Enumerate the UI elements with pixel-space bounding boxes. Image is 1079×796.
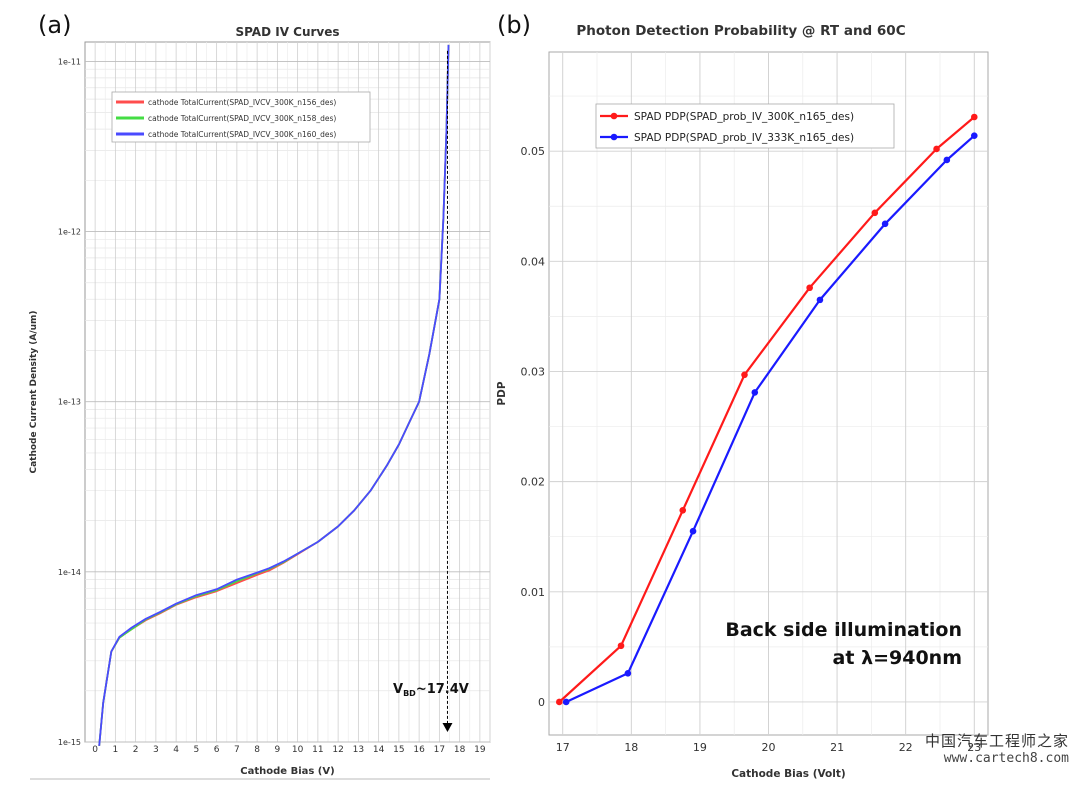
x-tick-label-a: 15 — [393, 745, 404, 755]
legend-marker-b — [610, 133, 618, 141]
illumination-note-line1: Back side illumination — [725, 619, 962, 641]
legend-label-b: SPAD PDP(SPAD_prob_IV_300K_n165_des) — [634, 111, 854, 123]
chart-spad-iv-curves: 0 1 2 3 4 5 6 7 8 9 10 11 12 13 14 15 16 17 18 191e-151e-14… — [29, 25, 491, 780]
x-tick-label-b: 23 — [967, 741, 981, 754]
x-tick-label-a: 0 — [92, 745, 98, 755]
x-tick-label-a: 18 — [454, 745, 466, 755]
x-axis-label-a: Cathode Bias (V) — [240, 766, 334, 777]
y-tick-label-b: 0.05 — [521, 145, 546, 158]
x-tick-label-b: 19 — [693, 741, 707, 754]
x-tick-label-a: 1 — [113, 745, 119, 755]
vbd-arrow-head — [442, 723, 453, 732]
data-point-b-0 — [871, 209, 879, 217]
x-tick-label-a: 10 — [292, 745, 304, 755]
y-tick-label-b: 0.01 — [521, 586, 546, 599]
x-tick-label-a: 19 — [474, 745, 486, 755]
y-axis-label-b: PDP — [496, 381, 508, 405]
x-axis-label-b: Cathode Bias (Volt) — [731, 768, 845, 780]
x-tick-label-a: 9 — [275, 745, 281, 755]
y-tick-label-a: 1e-12 — [58, 228, 81, 237]
legend-label-a: cathode TotalCurrent(SPAD_IVCV_300K_n160… — [148, 130, 336, 139]
y-tick-label-b: 0 — [538, 696, 545, 709]
y-tick-label-b: 0.03 — [521, 365, 546, 378]
x-tick-label-b: 21 — [830, 741, 844, 754]
data-point-b-1 — [689, 527, 697, 535]
data-point-b-1 — [881, 220, 889, 228]
x-tick-label-a: 3 — [153, 745, 159, 755]
x-tick-label-a: 6 — [214, 745, 220, 755]
x-tick-label-a: 12 — [332, 745, 343, 755]
legend-label-a: cathode TotalCurrent(SPAD_IVCV_300K_n158… — [148, 114, 336, 123]
data-point-b-1 — [943, 156, 951, 164]
data-point-b-0 — [806, 284, 813, 292]
legend-label-b: SPAD PDP(SPAD_prob_IV_333K_n165_des) — [634, 132, 854, 144]
series-line-b-0 — [558, 116, 976, 703]
vbd-subscript: BD — [403, 689, 416, 698]
watermark: 中国汽车工程师之家 www.cartech8.com — [925, 730, 1069, 766]
x-tick-label-a: 7 — [234, 745, 240, 755]
chart-title-b: Photon Detection Probability @ RT and 60… — [576, 23, 905, 39]
data-point-b-1 — [970, 132, 978, 140]
y-tick-label-a: 1e-13 — [58, 398, 81, 407]
watermark-text: 中国汽车工程师之家 — [924, 732, 1069, 750]
panel-label-b: (b) — [497, 11, 531, 39]
data-point-b-0 — [741, 371, 748, 379]
x-tick-label-b: 22 — [899, 741, 913, 754]
chart-photon-detection-probability: 17 18 19 20 21 22 23 0 0.01 0.02 0.03 0.04 0.05 SPAD … — [496, 23, 989, 780]
x-tick-label-a: 4 — [173, 745, 179, 755]
x-tick-label-b: 20 — [762, 741, 776, 754]
vbd-annotation: VBD~17.4V — [393, 682, 469, 698]
chart-title-a: SPAD IV Curves — [235, 25, 339, 39]
data-point-b-1 — [562, 698, 570, 706]
x-tick-label-b: 18 — [624, 741, 638, 754]
x-tick-label-a: 2 — [133, 745, 139, 755]
data-point-b-1 — [751, 389, 759, 396]
data-point-b-0 — [679, 506, 687, 514]
data-point-b-0 — [555, 698, 563, 706]
x-tick-label-a: 5 — [194, 745, 200, 755]
panel-label-a: (a) — [38, 11, 71, 39]
vbd-value: ~17.4V — [416, 682, 469, 697]
data-point-b-1 — [624, 670, 632, 677]
data-point-b-0 — [970, 113, 978, 121]
legend-label-a: cathode TotalCurrent(SPAD_IVCV_300K_n156… — [148, 98, 336, 107]
series-line-a-2 — [98, 44, 450, 746]
watermark-url: www.cartech8.com — [943, 751, 1069, 766]
y-tick-label-a: 1e-11 — [58, 57, 81, 66]
x-tick-label-a: 14 — [373, 745, 385, 755]
y-axis-label-a: Cathode Current Density (A/um) — [29, 310, 39, 473]
series-line-b-1 — [565, 134, 976, 703]
y-tick-label-a: 1e-14 — [58, 568, 81, 577]
x-tick-label-b: 17 — [556, 741, 570, 754]
y-tick-label-b: 0.04 — [521, 255, 546, 268]
x-tick-label-a: 11 — [312, 745, 323, 755]
y-tick-label-b: 0.02 — [521, 476, 546, 489]
x-tick-label-a: 17 — [434, 745, 445, 755]
x-tick-label-a: 8 — [254, 745, 260, 755]
data-point-b-0 — [933, 145, 940, 153]
data-point-b-1 — [816, 296, 824, 304]
legend-box-a — [111, 91, 371, 143]
y-tick-label-a: 1e-15 — [58, 738, 81, 747]
vbd-v: V — [393, 682, 403, 697]
x-tick-label-a: 13 — [353, 745, 364, 755]
legend-box-b — [595, 103, 895, 149]
legend-marker-b — [610, 112, 618, 120]
data-point-b-0 — [617, 642, 625, 650]
illumination-note-line2: at λ=940nm — [833, 647, 962, 669]
x-tick-label-a: 16 — [413, 745, 425, 755]
